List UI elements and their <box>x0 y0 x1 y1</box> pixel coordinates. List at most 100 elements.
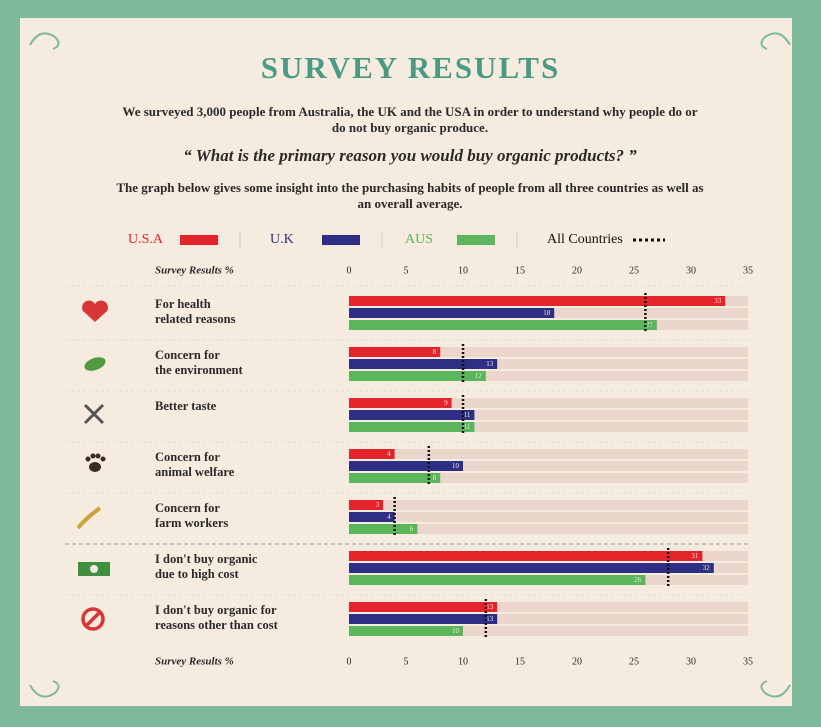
bar-track <box>349 524 748 534</box>
value-label: 32 <box>703 564 711 572</box>
paw-icon <box>85 453 106 472</box>
bar <box>349 473 441 483</box>
bar <box>349 422 475 432</box>
bar <box>349 563 714 573</box>
value-label: 9 <box>444 399 448 407</box>
bar-track <box>349 449 748 459</box>
x-axis-label: Survey Results % <box>155 656 234 668</box>
category-label: I don't buy organic for reasons other th… <box>155 603 278 632</box>
bar-track <box>349 461 748 471</box>
category-label: I don't buy organic due to high cost <box>155 552 258 581</box>
title: SURVEY RESULTS <box>260 50 561 85</box>
no-icon-bar <box>84 610 102 628</box>
category-label: Concern for the environment <box>155 348 243 377</box>
bar-track <box>349 500 748 510</box>
value-label: 13 <box>486 615 494 623</box>
x-tick-label: 25 <box>629 656 639 667</box>
wheat-icon <box>76 506 102 530</box>
bar <box>349 524 418 534</box>
bar <box>349 296 726 306</box>
x-tick-label: 10 <box>458 656 468 667</box>
bar-track <box>349 347 748 357</box>
x-axis-label: Survey Results % <box>155 265 234 277</box>
question: “ What is the primary reason you would b… <box>183 146 637 165</box>
legend-label: U.K <box>270 232 294 247</box>
bar-track <box>349 512 748 522</box>
bar <box>349 500 384 510</box>
value-label: 4 <box>387 450 391 458</box>
bar <box>349 347 441 357</box>
legend-label: All Countries <box>547 232 623 247</box>
corner-swirl <box>760 32 791 50</box>
value-label: 10 <box>452 627 460 635</box>
category-label: Concern for farm workers <box>155 501 229 530</box>
x-tick-label: 20 <box>572 265 582 276</box>
value-label: 11 <box>464 411 471 419</box>
x-tick-label: 15 <box>515 265 525 276</box>
x-tick-label: 5 <box>404 265 409 276</box>
value-label: 18 <box>543 309 551 317</box>
bar <box>349 614 498 624</box>
value-label: 26 <box>634 576 642 584</box>
corner-swirl <box>760 680 791 698</box>
bar-track <box>349 602 748 612</box>
bar <box>349 602 498 612</box>
value-label: 27 <box>646 321 654 329</box>
corner-swirl <box>29 32 60 50</box>
bar-track <box>349 371 748 381</box>
legend-swatch <box>322 235 360 245</box>
heart-icon <box>82 300 108 322</box>
money-icon-dot <box>90 565 98 573</box>
category-label: Better taste <box>155 399 217 413</box>
x-tick-label: 0 <box>347 656 352 667</box>
x-tick-label: 5 <box>404 656 409 667</box>
x-tick-label: 35 <box>743 656 753 667</box>
bar-track <box>349 422 748 432</box>
bar <box>349 410 475 420</box>
bar <box>349 359 498 369</box>
x-tick-label: 15 <box>515 656 525 667</box>
bar <box>349 551 703 561</box>
icons <box>76 300 110 631</box>
value-label: 12 <box>475 372 483 380</box>
bar-track <box>349 473 748 483</box>
bar <box>349 575 646 585</box>
bar-track <box>349 398 748 408</box>
value-label: 8 <box>433 474 437 482</box>
no-icon <box>81 607 105 631</box>
x-tick-label: 0 <box>347 265 352 276</box>
category-label: For health related reasons <box>155 297 236 326</box>
bar <box>349 320 657 330</box>
legend-label: AUS <box>405 232 433 247</box>
x-tick-label: 25 <box>629 265 639 276</box>
category-label: Concern for animal welfare <box>155 450 235 479</box>
value-label: 13 <box>486 360 494 368</box>
corner-swirl <box>29 680 60 698</box>
x-tick-label: 30 <box>686 656 696 667</box>
description: The graph below gives some insight into … <box>116 180 704 211</box>
value-label: 13 <box>486 603 494 611</box>
bar-track <box>349 359 748 369</box>
value-label: 3 <box>376 501 380 509</box>
x-tick-label: 35 <box>743 265 753 276</box>
bar-track <box>349 626 748 636</box>
bar <box>349 371 486 381</box>
value-label: 8 <box>433 348 437 356</box>
value-label: 4 <box>387 513 391 521</box>
bar <box>349 449 395 459</box>
bar <box>349 626 463 636</box>
value-label: 10 <box>452 462 460 470</box>
legend-label: U.S.A <box>128 232 164 247</box>
bar-track <box>349 410 748 420</box>
x-tick-label: 10 <box>458 265 468 276</box>
bar <box>349 398 452 408</box>
value-label: 33 <box>714 297 722 305</box>
bar <box>349 308 555 318</box>
bar <box>349 461 463 471</box>
value-label: 31 <box>691 552 699 560</box>
value-label: 6 <box>410 525 414 533</box>
bar <box>349 512 395 522</box>
x-tick-label: 30 <box>686 265 696 276</box>
subtitle: We surveyed 3,000 people from Australia,… <box>122 104 698 135</box>
